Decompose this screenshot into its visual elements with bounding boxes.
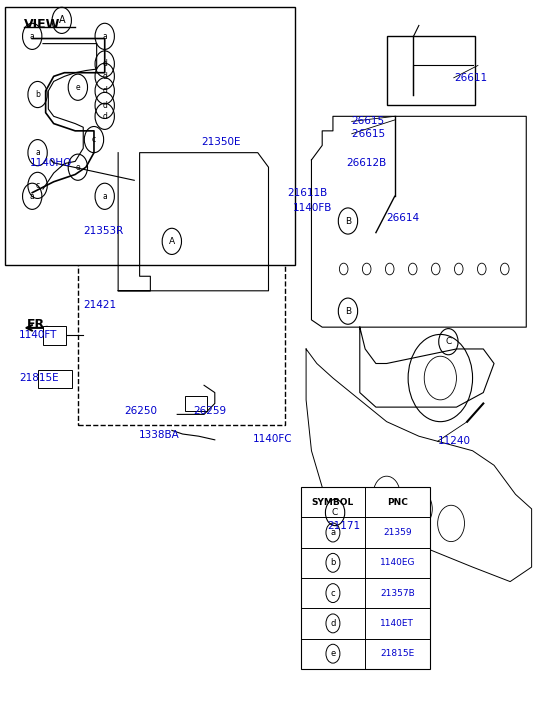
Text: a: a <box>35 148 40 157</box>
Text: 1140FT: 1140FT <box>19 330 57 340</box>
Text: 1140EG: 1140EG <box>380 558 415 567</box>
Text: a: a <box>103 32 107 41</box>
Text: A: A <box>59 15 65 25</box>
FancyBboxPatch shape <box>5 7 295 265</box>
Text: d: d <box>330 619 336 628</box>
Text: c: c <box>35 181 40 190</box>
Text: 26615: 26615 <box>352 129 388 139</box>
Text: C: C <box>445 337 452 346</box>
Text: d: d <box>102 60 107 68</box>
Text: e: e <box>330 649 336 658</box>
Text: 11240: 11240 <box>438 436 470 446</box>
Text: A: A <box>169 237 175 246</box>
Text: d: d <box>102 101 107 110</box>
Text: 26612B: 26612B <box>346 158 387 168</box>
Bar <box>185 396 207 411</box>
Text: 1140FC: 1140FC <box>252 434 292 444</box>
Text: b: b <box>330 558 336 567</box>
Text: 21359: 21359 <box>383 528 412 537</box>
Text: 21357B: 21357B <box>380 589 415 598</box>
Text: e: e <box>76 83 80 92</box>
Text: C: C <box>332 508 338 517</box>
Bar <box>43 326 66 345</box>
Text: 26259: 26259 <box>193 406 227 417</box>
Text: a: a <box>30 192 34 201</box>
Text: 1140HO: 1140HO <box>30 158 72 168</box>
Text: 1140FB: 1140FB <box>293 203 332 213</box>
Text: 1140ET: 1140ET <box>380 619 415 628</box>
Text: e: e <box>76 163 80 172</box>
Text: SYMBOL: SYMBOL <box>312 498 354 507</box>
Text: FR.: FR. <box>27 318 50 332</box>
Text: a: a <box>30 32 34 41</box>
Bar <box>38 370 72 388</box>
Text: 21171: 21171 <box>328 521 361 531</box>
Text: VIEW: VIEW <box>24 18 61 31</box>
FancyBboxPatch shape <box>301 487 430 669</box>
FancyBboxPatch shape <box>78 145 285 425</box>
Text: 21611B: 21611B <box>287 188 328 198</box>
Text: 1338BA: 1338BA <box>139 430 179 440</box>
Text: 26250: 26250 <box>125 406 157 417</box>
Text: d: d <box>102 87 107 95</box>
Text: d: d <box>102 112 107 121</box>
Text: c: c <box>92 135 96 144</box>
Text: a: a <box>330 528 336 537</box>
Text: B: B <box>345 217 351 225</box>
Text: 21815E: 21815E <box>380 649 415 658</box>
Text: 26614: 26614 <box>387 213 420 223</box>
Text: 21815E: 21815E <box>19 373 59 383</box>
Text: PNC: PNC <box>387 498 408 507</box>
FancyBboxPatch shape <box>387 36 475 105</box>
Text: B: B <box>345 307 351 316</box>
Text: d: d <box>102 72 107 81</box>
Text: 26615: 26615 <box>352 116 385 126</box>
Text: b: b <box>35 90 40 99</box>
Text: 26611: 26611 <box>454 73 487 83</box>
Text: 21353R: 21353R <box>83 226 124 236</box>
Text: c: c <box>331 589 335 598</box>
Text: 21421: 21421 <box>83 300 117 310</box>
Text: 21350E: 21350E <box>201 137 241 148</box>
Text: a: a <box>103 192 107 201</box>
